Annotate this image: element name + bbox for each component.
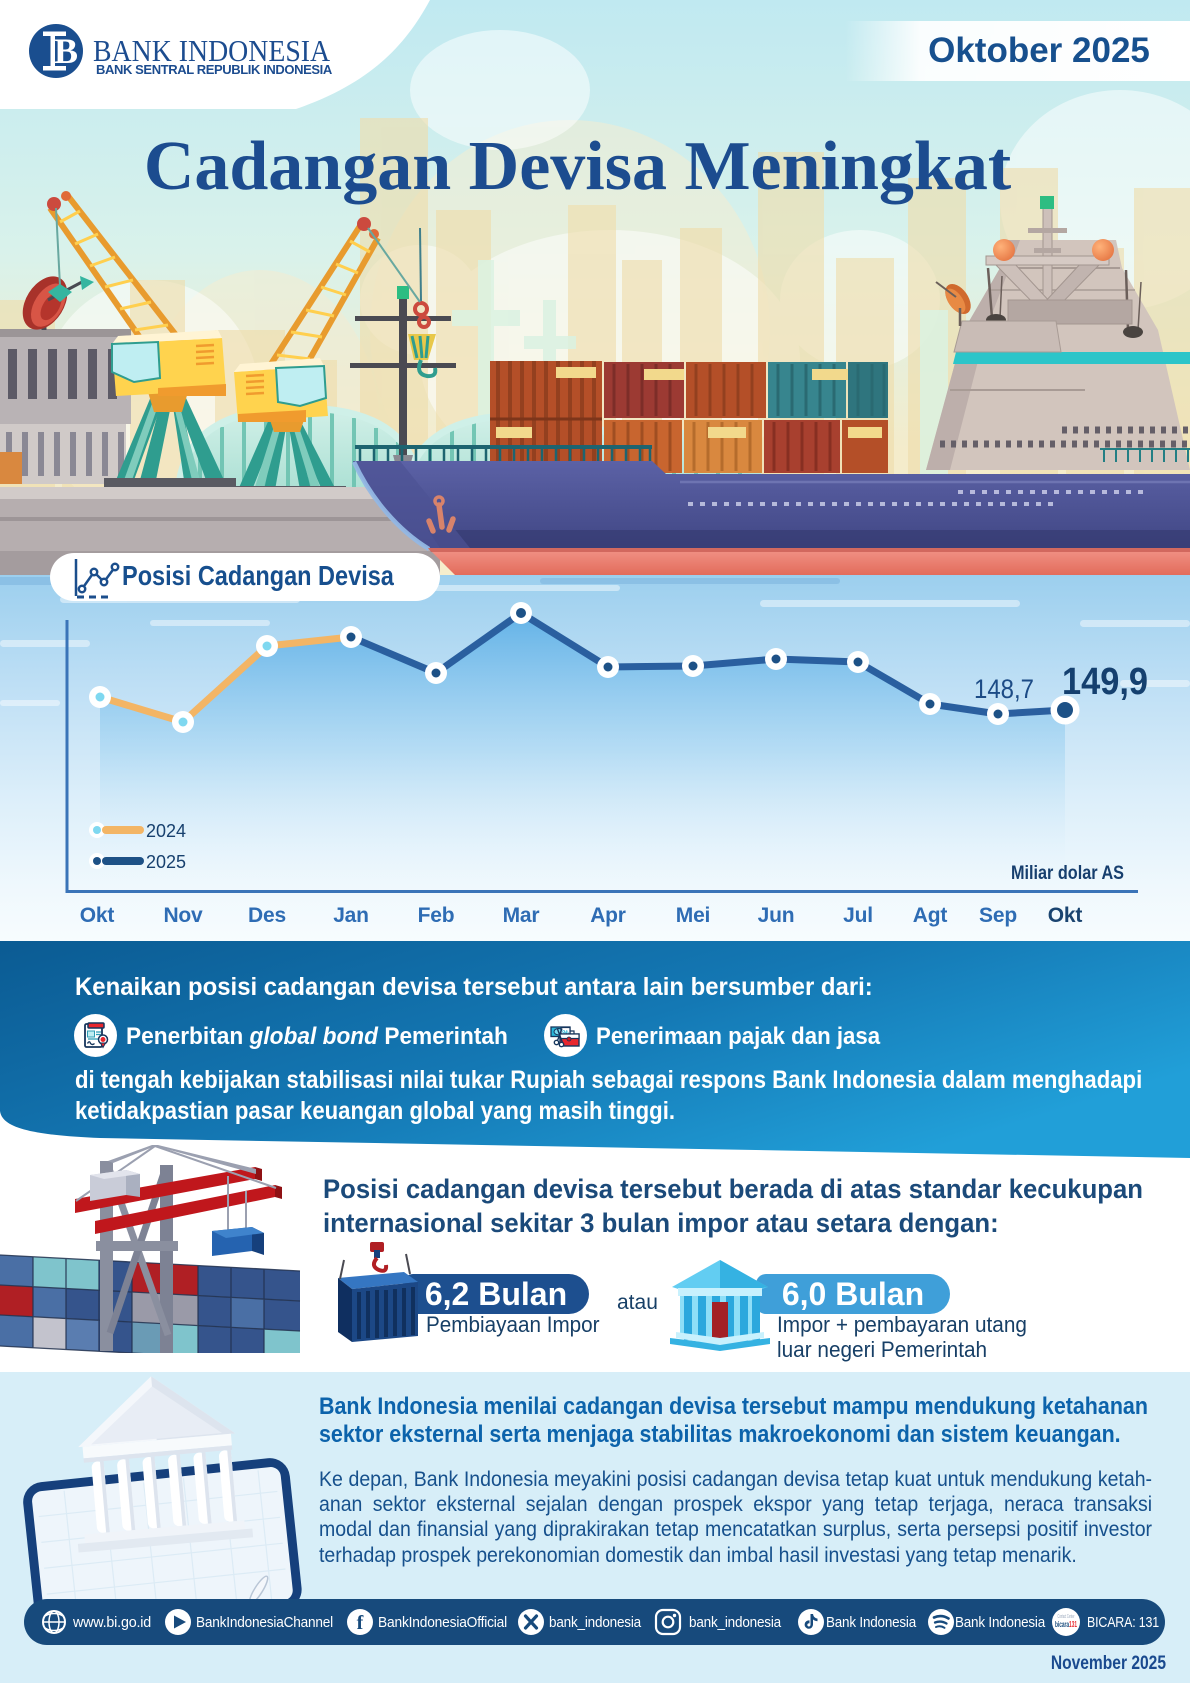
svg-text:bicara131: bicara131 xyxy=(1055,1619,1077,1629)
svg-text:Nov: Nov xyxy=(163,904,203,927)
svg-text:Des: Des xyxy=(248,904,286,927)
svg-text:%: % xyxy=(562,1028,569,1037)
svg-text:Miliar dolar AS: Miliar dolar AS xyxy=(1011,863,1124,884)
svg-text:Mei: Mei xyxy=(676,904,710,927)
svg-text:Bank Indonesia: Bank Indonesia xyxy=(826,1615,917,1631)
svg-text:Apr: Apr xyxy=(590,904,626,927)
svg-text:BankIndonesiaChannel: BankIndonesiaChannel xyxy=(196,1615,333,1631)
svg-text:Contact Center: Contact Center xyxy=(1058,1614,1075,1620)
svg-text:bank_indonesia: bank_indonesia xyxy=(549,1615,642,1631)
svg-text:Sep: Sep xyxy=(979,904,1017,927)
svg-text:Mar: Mar xyxy=(503,904,540,927)
svg-text:B: B xyxy=(54,31,78,71)
svg-text:Okt: Okt xyxy=(1048,904,1083,927)
svg-text:2025: 2025 xyxy=(146,852,186,872)
svg-text:Jul: Jul xyxy=(843,904,873,927)
svg-text:Jan: Jan xyxy=(333,904,369,927)
svg-text:Agt: Agt xyxy=(913,904,948,927)
svg-text:Feb: Feb xyxy=(418,904,455,927)
svg-text:2024: 2024 xyxy=(146,821,186,841)
svg-text:148,7: 148,7 xyxy=(974,674,1034,704)
svg-text:bank_indonesia: bank_indonesia xyxy=(689,1615,782,1631)
svg-text:www.bi.go.id: www.bi.go.id xyxy=(72,1615,151,1631)
svg-text:BankIndonesiaOfficial: BankIndonesiaOfficial xyxy=(378,1615,507,1631)
svg-text:Okt: Okt xyxy=(80,904,115,927)
svg-text:f: f xyxy=(357,1612,364,1634)
svg-text:Bank Indonesia: Bank Indonesia xyxy=(955,1615,1046,1631)
svg-text:BICARA: 131: BICARA: 131 xyxy=(1087,1615,1159,1631)
svg-text:149,9: 149,9 xyxy=(1062,661,1148,703)
svg-text:Jun: Jun xyxy=(758,904,795,927)
